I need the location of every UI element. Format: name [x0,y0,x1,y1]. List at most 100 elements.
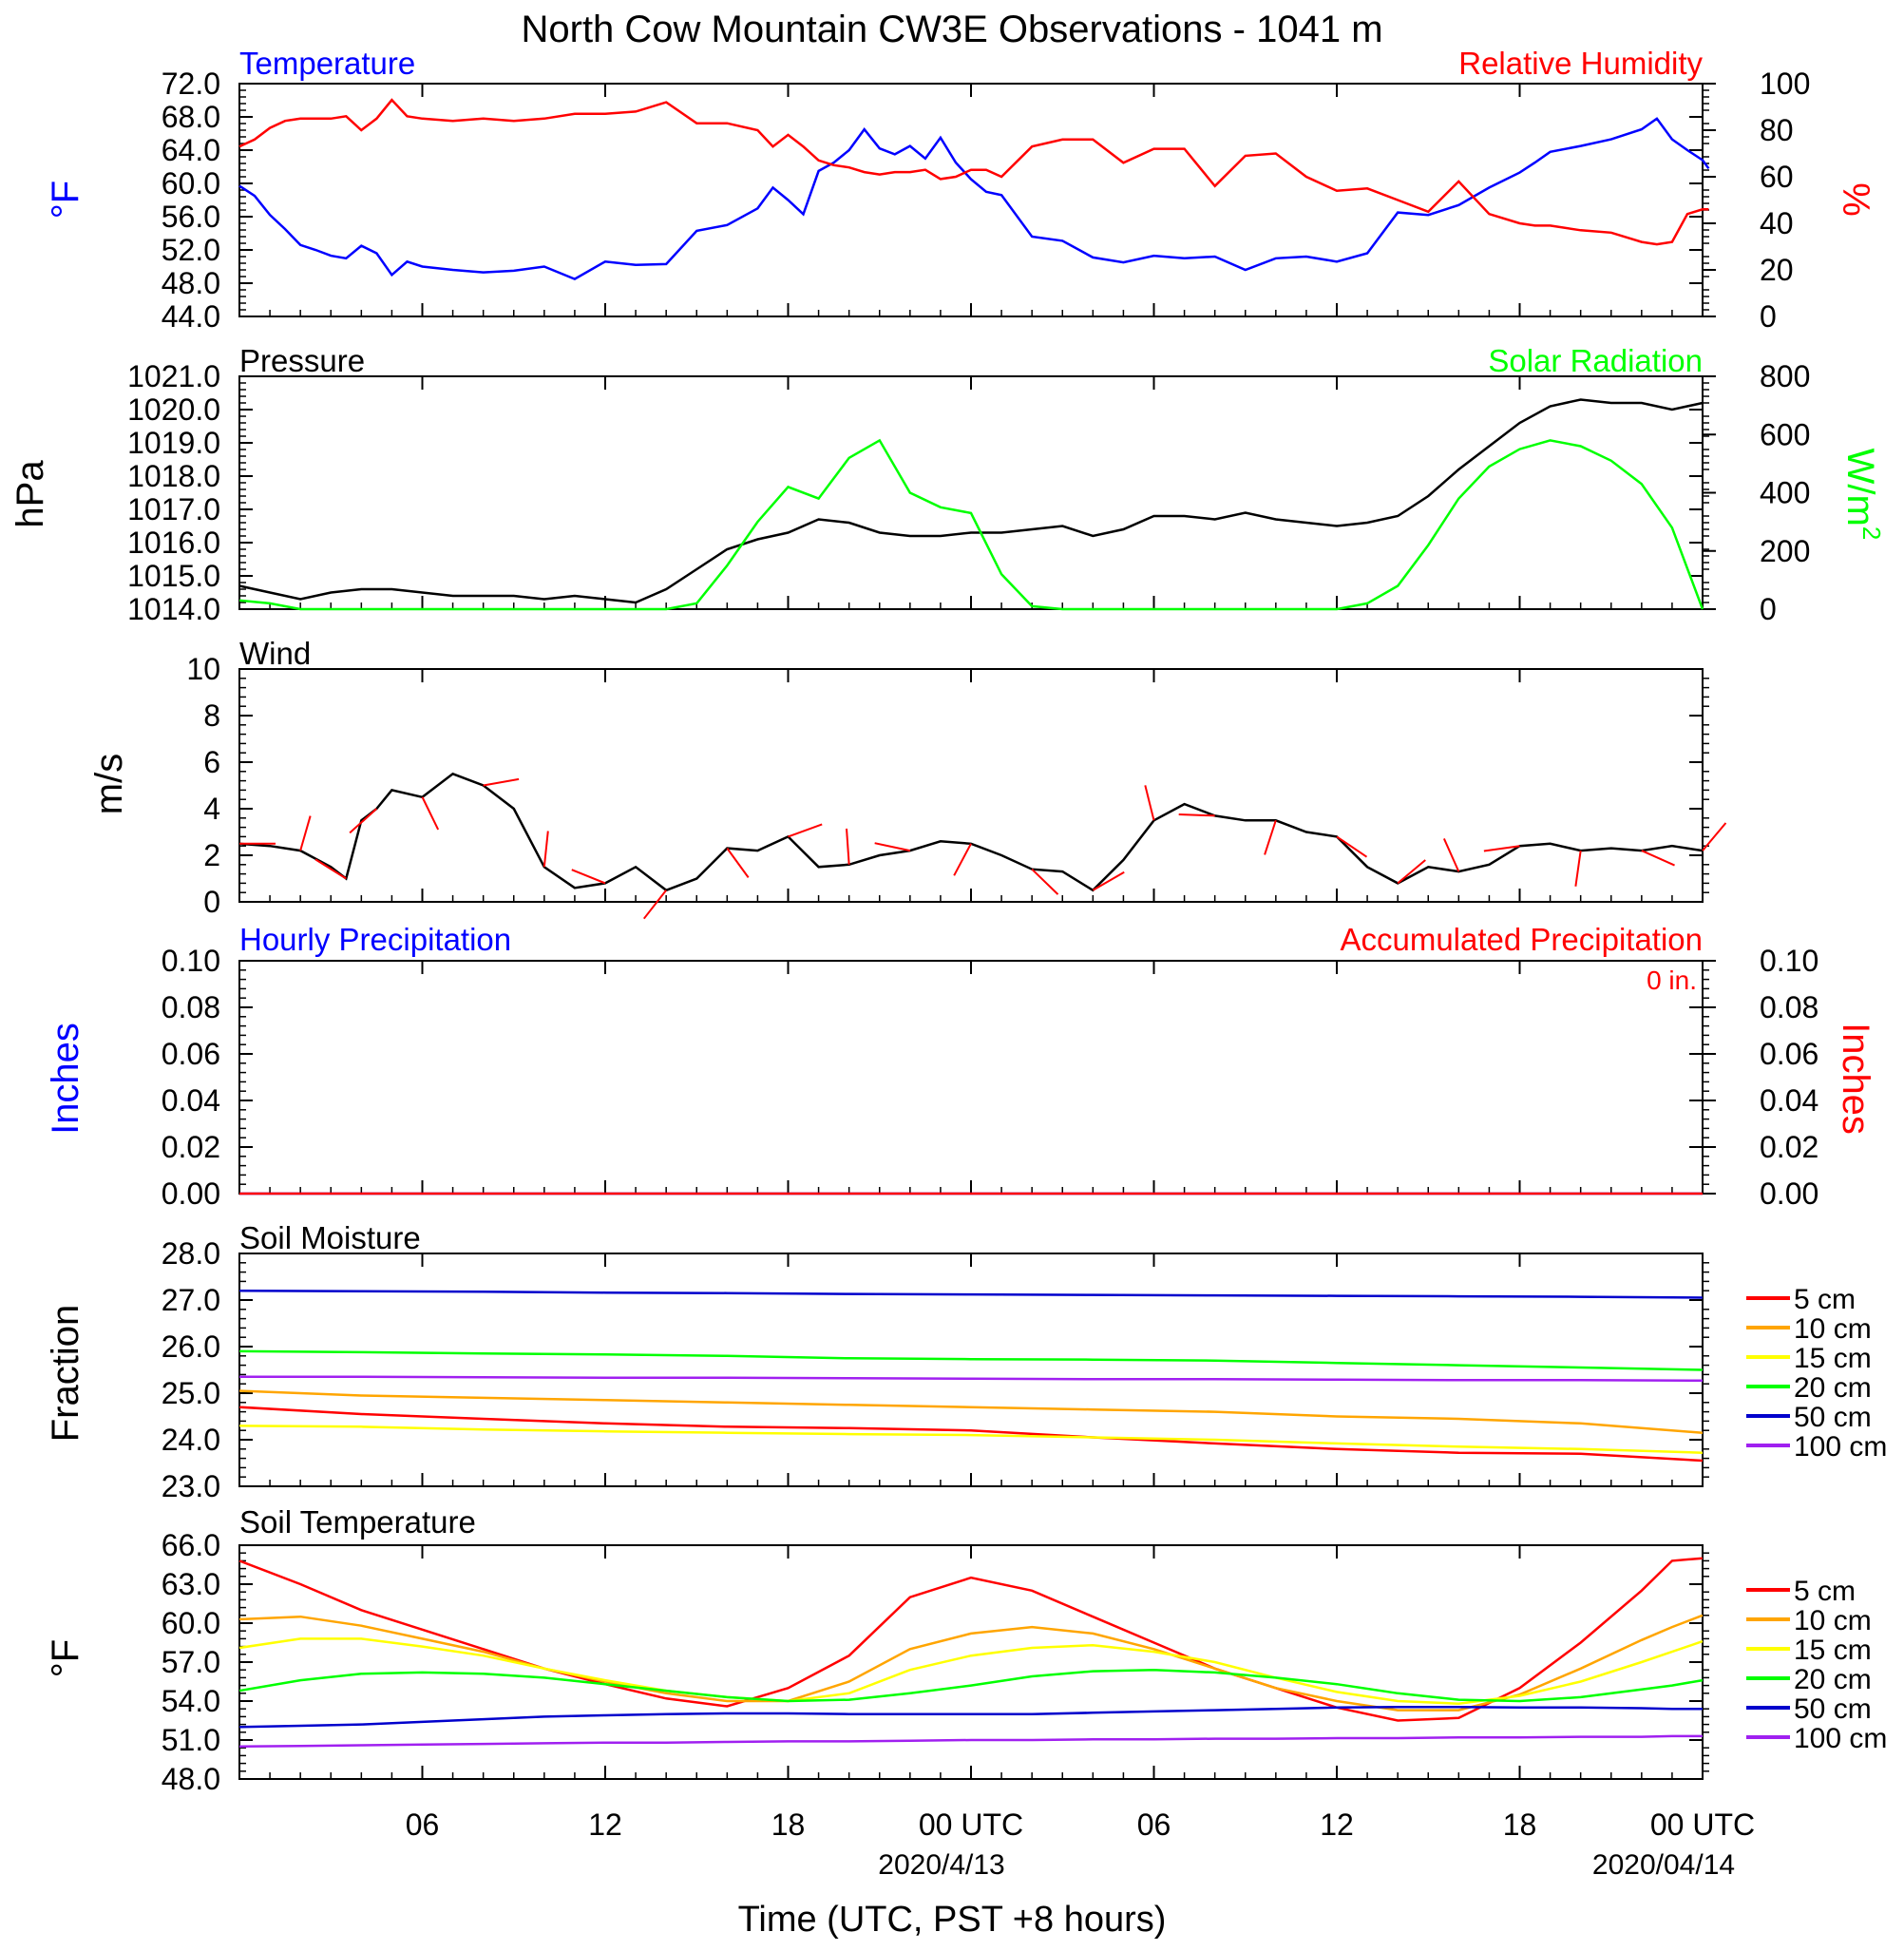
humidity-axis-label: % [1835,182,1876,217]
y-tick-label: 0.06 [162,1037,220,1071]
legend-label: 5 cm [1794,1284,1856,1315]
series-line-5-cm [238,1557,1704,1722]
humidity-title: Relative Humidity [1458,46,1703,81]
y2-tick-label: 0.02 [1760,1130,1818,1164]
wind-barb [571,869,606,885]
date-label-1: 2020/4/13 [878,1849,1004,1881]
panel-frame [238,83,1704,317]
temperature-axis-label: °F [45,181,86,219]
soil-temperature-title: Soil Temperature [239,1504,476,1540]
soil-moisture-panel: Soil Moisture Fraction [45,1220,421,1442]
y-tick-label: 27.0 [162,1283,220,1317]
date-label-2: 2020/04/14 [1592,1849,1735,1881]
y-tick-label: 1019.0 [127,426,220,460]
series-line-20-cm [238,1349,1704,1371]
accum-precip-title: Accumulated Precipitation [1340,922,1703,957]
wind-barb [874,842,911,852]
wind-barb [726,848,750,878]
x-tick-label: 18 [1503,1808,1537,1842]
series-line-wind-speed [238,772,1704,892]
x-tick-label: 18 [771,1808,806,1842]
temperature-humidity-panel: Temperature Relative Humidity °F % [45,46,1876,219]
y-tick-label: 8 [203,698,220,733]
temperature-title: Temperature [239,46,415,81]
y-tick-label: 48.0 [162,1762,220,1796]
series-line-temperature [238,117,1710,280]
wind-axis-label: m/s [88,754,130,814]
solar-axis-label-sup: 2 [1857,526,1886,540]
wind-barb [1144,785,1155,821]
y-tick-label: 24.0 [162,1423,220,1457]
y-tick-label: 1021.0 [127,359,220,393]
panel-frame [238,1253,1704,1487]
y2-tick-label: 0 [1760,299,1777,334]
wind-barb [314,858,347,880]
series-line-50-cm [238,1705,1703,1729]
wind-title: Wind [239,636,311,671]
wind-barb [1641,850,1675,867]
soil-moisture-title: Soil Moisture [239,1220,421,1255]
y2-tick-label: 60 [1760,160,1794,194]
panel-frame [238,375,1704,610]
x-axis-label: Time (UTC, PST +8 hours) [738,1900,1167,1940]
y-tick-label: 52.0 [162,233,220,267]
y2-tick-label: 0 [1760,592,1777,626]
wind-barb [1336,835,1368,858]
panel-plot-1: 1014.01015.01016.01017.01018.01019.01020… [127,359,1810,626]
y-tick-label: 60.0 [162,1606,220,1640]
legend-label: 100 cm [1794,1431,1887,1463]
y2-tick-label: 20 [1760,253,1794,287]
y2-tick-label: 400 [1760,476,1810,510]
y-tick-label: 68.0 [162,100,220,134]
wind-barb [1178,813,1215,817]
wind-barb [642,889,667,920]
x-tick-label: 06 [406,1808,440,1842]
series-line-15-cm [238,1637,1704,1705]
y2-tick-label: 0.10 [1760,944,1818,978]
y-tick-label: 26.0 [162,1329,220,1364]
y-tick-label: 44.0 [162,299,220,334]
series-line-50-cm [238,1289,1704,1299]
y-tick-label: 25.0 [162,1376,220,1410]
wind-barb [953,843,972,876]
y-tick-label: 57.0 [162,1645,220,1679]
panel-plot-3: 0.00 0.02 0.04 0.06 0.08 0.10 0.00 0.02 0.04 0.06… [162,944,1819,1211]
legend-label: 20 cm [1794,1664,1872,1695]
wind-panel: Wind m/s [88,636,311,814]
y-tick-label: 1014.0 [127,592,220,626]
wind-barb [1574,850,1582,887]
series-line-20-cm [238,1668,1704,1703]
accum-precip-axis-label: Inches [1835,1023,1876,1135]
wind-barbs [239,777,1727,920]
solar-axis-label: W/m2 [1839,449,1886,541]
legend-label: 5 cm [1794,1576,1856,1607]
x-tick-label: 00 UTC [1650,1808,1755,1842]
soil-temperature-axis-label: °F [45,1639,86,1677]
y2-tick-label: 200 [1760,534,1810,568]
figure-title: North Cow Mountain CW3E Observations - 1… [521,9,1382,50]
pressure-solar-panel: Pressure Solar Radiation hPa W/m2 [10,343,1886,540]
y-tick-label: 10 [186,652,220,686]
wind-barb [1397,859,1426,885]
y2-tick-label: 0.04 [1760,1083,1818,1118]
wind-barb [299,815,312,851]
y-tick-label: 0.08 [162,990,220,1024]
series-line-relative-humidity [238,98,1709,246]
series-line-100-cm [238,1734,1703,1749]
y2-tick-label: 0.08 [1760,990,1818,1024]
y-tick-label: 60.0 [162,166,220,201]
solar-title: Solar Radiation [1488,343,1703,378]
y-tick-label: 0.00 [162,1176,220,1211]
y-tick-label: 4 [203,792,220,826]
x-tick-label: 00 UTC [919,1808,1023,1842]
wind-barb [1442,838,1460,872]
y-tick-label: 0.04 [162,1083,220,1118]
panel-plot-0: 44.048.052.056.060.064.068.072.0 0 20 40 60 8… [162,67,1811,334]
wind-barb [543,831,549,868]
plot-layer: 44.048.052.056.060.064.068.072.002040608… [127,67,1887,1842]
y2-tick-label: 0.00 [1760,1176,1818,1211]
